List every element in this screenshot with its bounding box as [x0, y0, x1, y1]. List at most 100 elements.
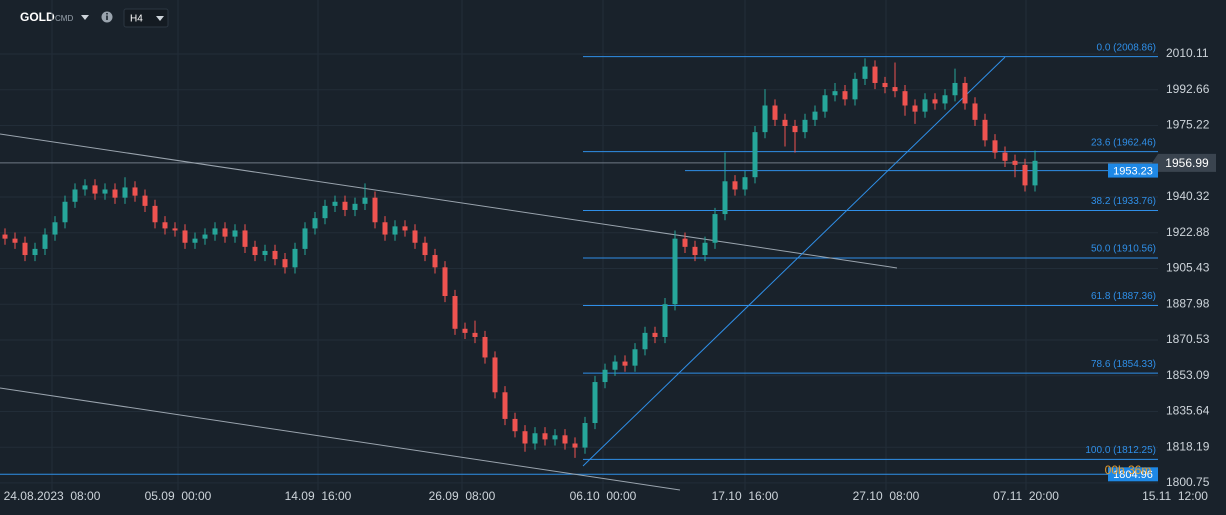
- candle-body: [512, 418, 518, 432]
- candle-body: [532, 433, 538, 444]
- x-tick-label: 06.10 00:00: [570, 489, 637, 503]
- candle-body: [762, 105, 768, 133]
- x-tick-label: 14.09 16:00: [285, 489, 352, 503]
- candle-body: [12, 238, 18, 243]
- candle-body: [892, 87, 898, 92]
- price-box: [1108, 467, 1158, 482]
- candle-body: [922, 99, 928, 112]
- candle-body: [222, 228, 228, 237]
- candle-body: [92, 185, 98, 194]
- candle-body: [732, 181, 738, 190]
- candle-body: [1032, 160, 1038, 186]
- candle-body: [282, 259, 288, 268]
- candle-body: [82, 185, 88, 190]
- candle-body: [382, 222, 388, 235]
- candle-body: [492, 357, 498, 393]
- candle-body: [232, 230, 238, 237]
- candle-body: [322, 205, 328, 219]
- price-box-label: 1804.96: [1113, 469, 1153, 481]
- info-icon-dot: [106, 13, 108, 15]
- candle-body: [672, 238, 678, 305]
- candle-body: [1002, 152, 1008, 161]
- price-box-label: 1953.23: [1113, 165, 1153, 177]
- candle-body: [752, 132, 758, 178]
- candle-body: [642, 332, 648, 350]
- candle-body: [542, 433, 548, 440]
- y-tick-label: 1922.88: [1166, 225, 1210, 239]
- symbol[interactable]: GOLD: [20, 10, 55, 24]
- fib-label: 100.0 (1812.25): [1085, 445, 1156, 456]
- candle-body: [952, 82, 958, 96]
- candle-body: [192, 238, 198, 243]
- candle-body: [812, 111, 818, 120]
- candle-body: [292, 248, 298, 268]
- candle-body: [162, 222, 168, 229]
- candle-body: [272, 250, 278, 260]
- candle-body: [652, 332, 658, 337]
- candle-body: [482, 336, 488, 358]
- candle-body: [962, 82, 968, 104]
- candle-body: [152, 205, 158, 223]
- y-tick-label: 1800.75: [1166, 475, 1210, 489]
- y-tick-label: 1853.09: [1166, 368, 1210, 382]
- candle-body: [72, 189, 78, 202]
- trendline: [0, 387, 681, 491]
- fib-label: 0.0 (2008.86): [1097, 42, 1157, 53]
- candle-body: [882, 82, 888, 88]
- candle-body: [662, 304, 668, 337]
- candle-body: [622, 361, 628, 366]
- candle-body: [352, 203, 358, 210]
- candle-body: [712, 214, 718, 243]
- candle-body: [992, 140, 998, 153]
- candle-body: [422, 242, 428, 256]
- candle-body: [832, 91, 838, 96]
- candle-body: [142, 195, 148, 206]
- x-tick-label: 05.09 00:00: [145, 489, 212, 503]
- toolbar: GOLD CMD H4: [20, 8, 169, 28]
- timer: 00h 36m: [1105, 463, 1152, 477]
- candle-body: [442, 267, 448, 297]
- y-tick-label: 1835.64: [1166, 404, 1210, 418]
- trendline: [582, 56, 1006, 467]
- candle-body: [302, 228, 308, 249]
- symbol-dropdown[interactable]: [81, 15, 89, 20]
- candle-body: [452, 296, 458, 329]
- timeframe-select[interactable]: [123, 8, 169, 28]
- x-tick-label: 27.10 08:00: [853, 489, 920, 503]
- candle-body: [632, 349, 638, 366]
- candle-body: [612, 361, 618, 370]
- candle-body: [822, 95, 828, 112]
- candle-body: [182, 230, 188, 243]
- candle-body: [802, 119, 808, 133]
- candle-body: [312, 218, 318, 229]
- candle-body: [242, 230, 248, 247]
- x-tick-label: 26.09 08:00: [429, 489, 496, 503]
- x-tick-label: 07.11 20:00: [993, 489, 1059, 503]
- candle-body: [52, 222, 58, 235]
- candle-body: [262, 250, 268, 256]
- candle-body: [982, 119, 988, 141]
- fib-label: 50.0 (1910.56): [1091, 244, 1156, 255]
- candle-body: [852, 78, 858, 100]
- candle-body: [1012, 160, 1018, 165]
- candle-body: [872, 66, 878, 83]
- candle-body: [332, 201, 338, 206]
- candle-body: [402, 226, 408, 231]
- candle-body: [522, 431, 528, 444]
- timeframe-dropdown: [156, 16, 164, 21]
- timeframe: H4: [130, 14, 143, 25]
- candle-body: [432, 255, 438, 268]
- candle-body: [132, 187, 138, 196]
- candle-body: [722, 181, 728, 215]
- price-box-label: 1956.99: [1165, 156, 1209, 170]
- fib-label: 61.8 (1887.36): [1091, 291, 1156, 302]
- market: CMD: [55, 14, 73, 23]
- y-tick-label: 1870.53: [1166, 332, 1210, 346]
- candle-body: [692, 246, 698, 256]
- y-tick-label: 1887.98: [1166, 296, 1210, 310]
- candle-body: [552, 435, 558, 440]
- candle-body: [562, 435, 568, 444]
- candle-body: [462, 328, 468, 333]
- y-tick-label: 1940.32: [1166, 189, 1210, 203]
